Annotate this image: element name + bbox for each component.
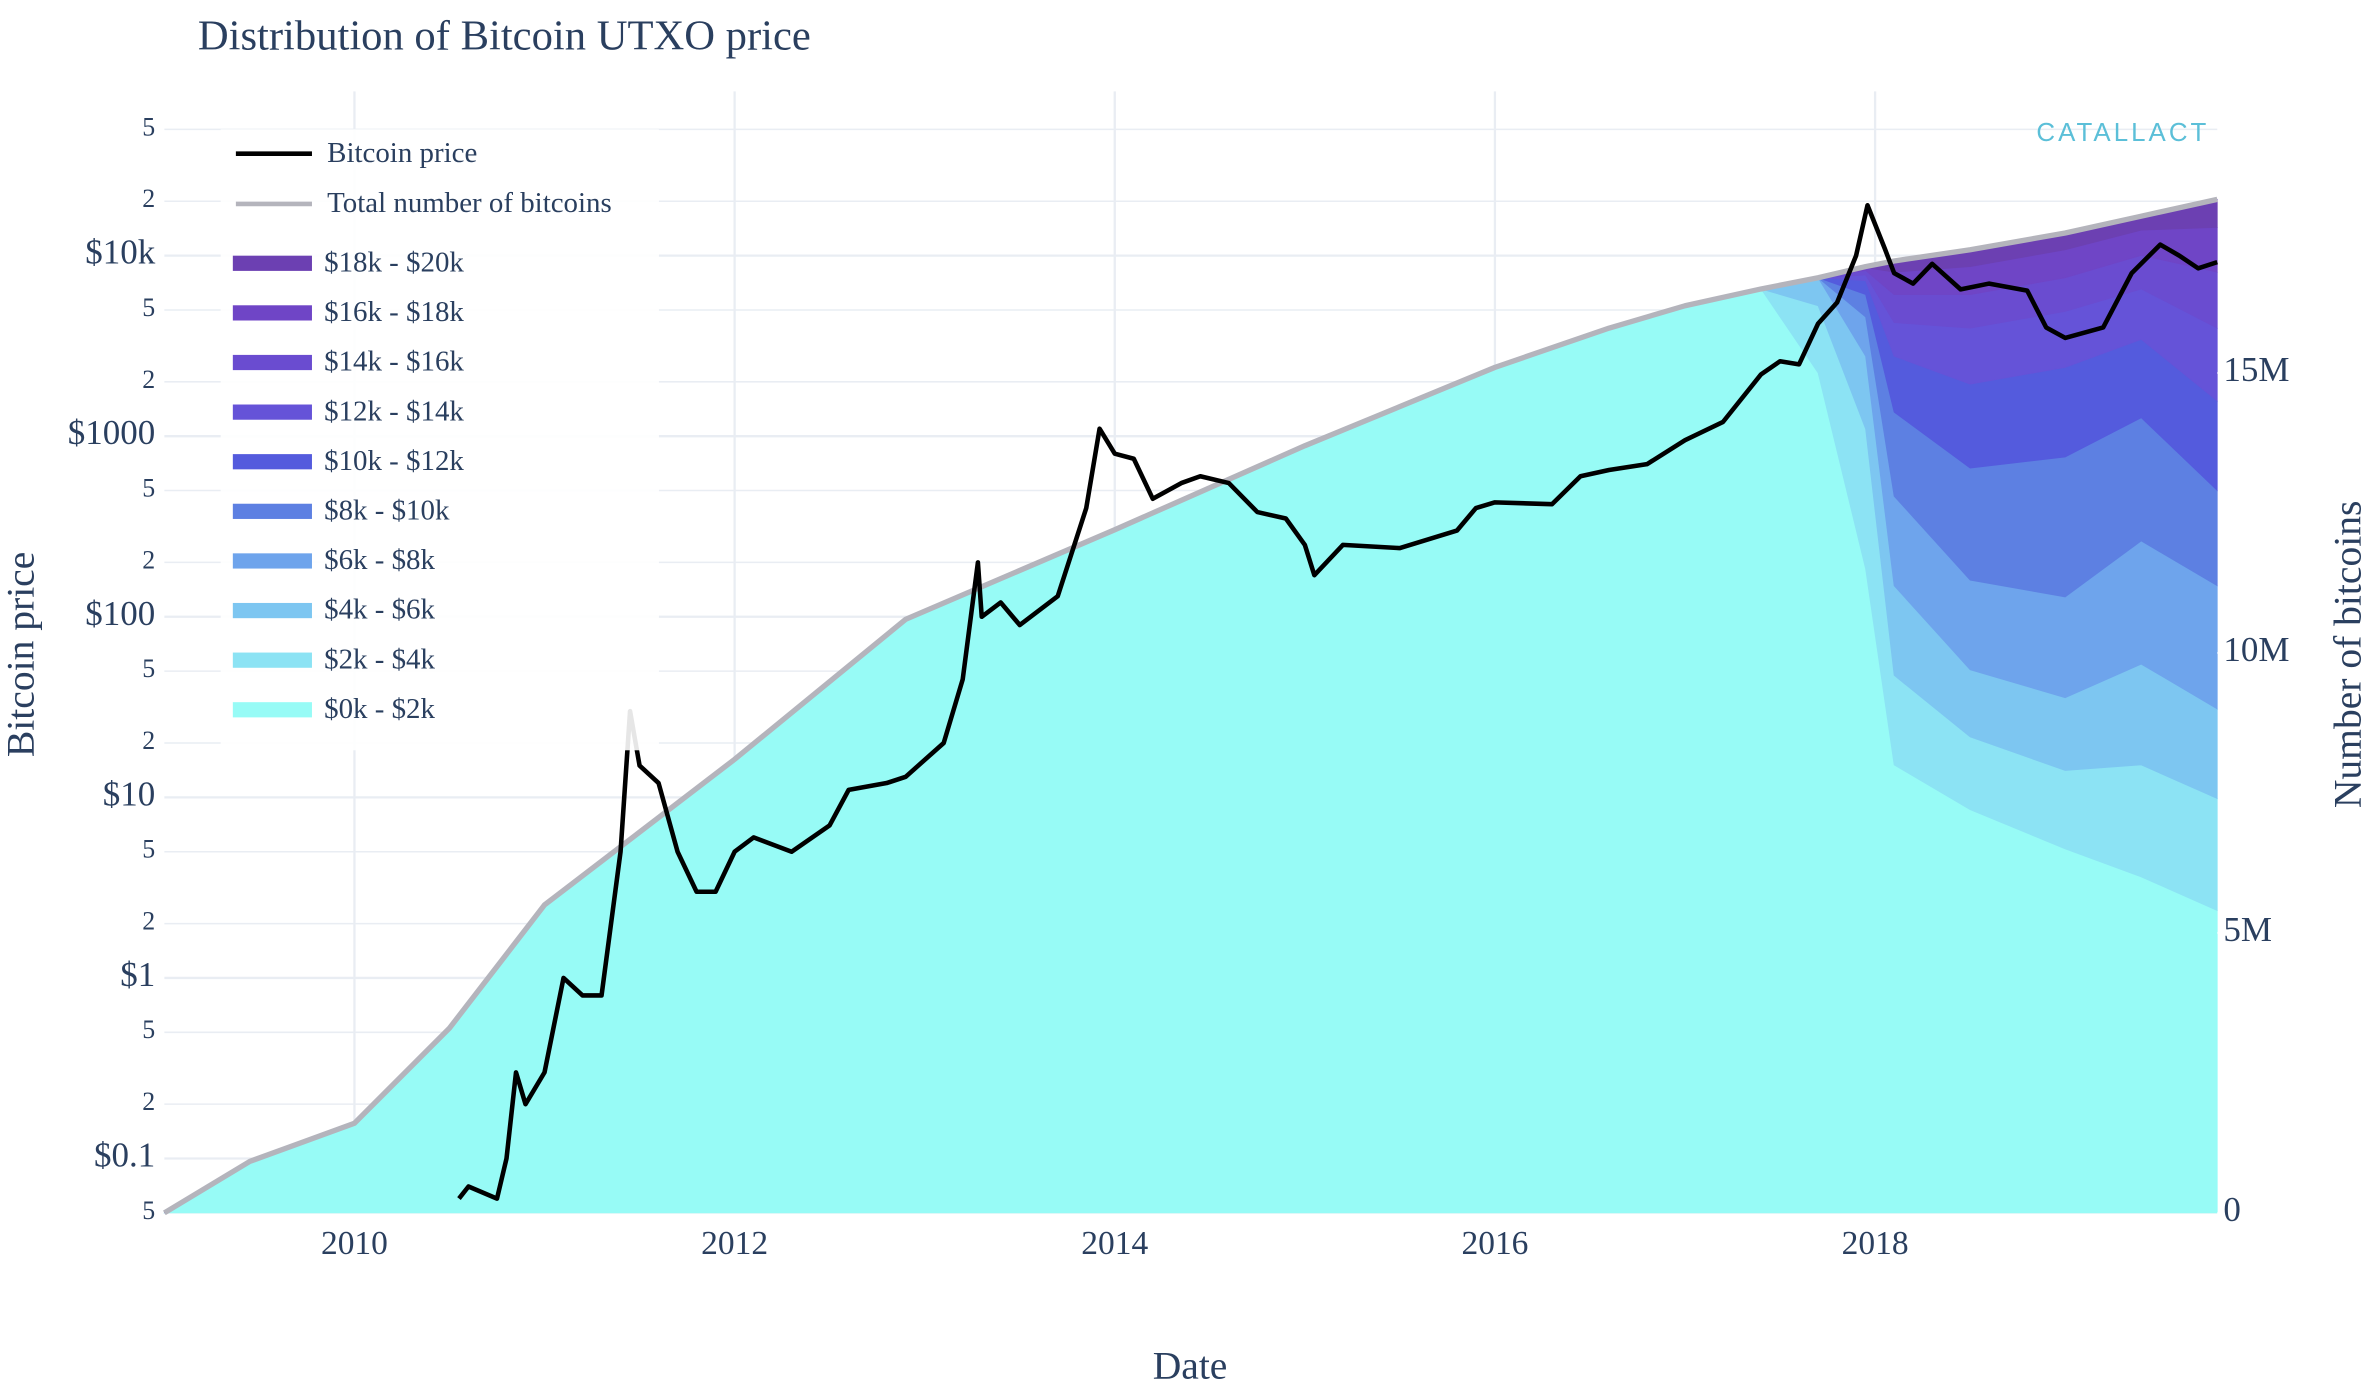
legend-swatch — [232, 602, 312, 619]
legend-label: $10k - $12k — [324, 445, 464, 477]
legend-swatch — [232, 503, 312, 519]
legend-swatch — [232, 652, 312, 668]
legend-swatch — [232, 255, 312, 271]
y2-tick-label: 10M — [2223, 630, 2289, 669]
legend-label: $14k - $16k — [324, 346, 464, 378]
y-tick-label: $1 — [120, 955, 155, 994]
y-tick-label: $1000 — [68, 413, 156, 452]
y-tick-label: 2 — [142, 184, 155, 213]
legend-label: $18k - $20k — [324, 246, 464, 278]
y-tick-label: 5 — [142, 473, 155, 502]
y-tick-label: 2 — [142, 1087, 155, 1116]
legend-label: Total number of bitcoins — [327, 187, 612, 219]
y-tick-label: 5 — [142, 1015, 155, 1044]
legend-box — [220, 129, 659, 751]
y-tick-label: $10 — [103, 774, 156, 813]
y2-tick-label: 5M — [2223, 910, 2272, 949]
x-tick-label: 2018 — [1842, 1225, 1909, 1262]
legend-swatch — [232, 553, 312, 569]
y-tick-label: 2 — [142, 545, 155, 574]
axes: 2010 2012 2014 2016 2018 5 $0.1 2 5 $1 2 5 $10 2 5 $100… — [68, 112, 2290, 1262]
chart-title: Distribution of Bitcoin UTXO price — [198, 12, 811, 59]
x-tick-label: 2016 — [1461, 1225, 1528, 1262]
y-tick-label: $0.1 — [94, 1136, 155, 1175]
y-tick-label: $100 — [85, 594, 155, 633]
y-tick-label: 2 — [142, 365, 155, 394]
legend-swatch — [232, 305, 312, 321]
lines — [162, 196, 2218, 1216]
price-line — [457, 202, 2218, 1201]
x-axis-title: Date — [1153, 1344, 1228, 1388]
legend-label: $4k - $6k — [324, 594, 435, 626]
legend-swatch — [232, 454, 312, 470]
legend-label: $16k - $18k — [324, 296, 464, 328]
legend-label: $6k - $8k — [324, 544, 435, 576]
y-tick-label: $10k — [85, 233, 156, 272]
y-tick-label: 2 — [142, 726, 155, 755]
legend-swatch — [232, 354, 312, 371]
y-tick-label: 5 — [142, 1196, 155, 1225]
total-line — [162, 196, 2218, 1216]
y-tick-label: 5 — [142, 293, 155, 322]
legend-label: $2k - $4k — [324, 643, 435, 675]
y2-tick-label: 0 — [2223, 1190, 2241, 1229]
x-tick-label: 2014 — [1081, 1225, 1148, 1262]
legend-label: $12k - $14k — [324, 395, 464, 427]
y2-tick-label: 15M — [2223, 350, 2289, 389]
legend-label: Bitcoin price — [327, 137, 477, 169]
legend-label: $8k - $10k — [324, 495, 450, 527]
y-axis-title: Bitcoin price — [0, 552, 42, 757]
legend: Bitcoin price Total number of bitcoins $18… — [220, 129, 659, 751]
legend-swatch — [232, 702, 312, 718]
legend-swatch — [232, 404, 312, 420]
y-tick-label: 5 — [142, 654, 155, 683]
watermark: CATALLACT — [2036, 119, 2209, 147]
y-tick-label: 5 — [142, 112, 155, 141]
legend-label: $0k - $2k — [324, 693, 435, 725]
x-tick-label: 2012 — [701, 1225, 768, 1262]
y2-axis-title: Number of bitcoins — [2325, 501, 2369, 809]
y-tick-label: 2 — [142, 907, 155, 936]
y-tick-label: 5 — [142, 835, 155, 864]
x-tick-label: 2010 — [321, 1225, 388, 1262]
